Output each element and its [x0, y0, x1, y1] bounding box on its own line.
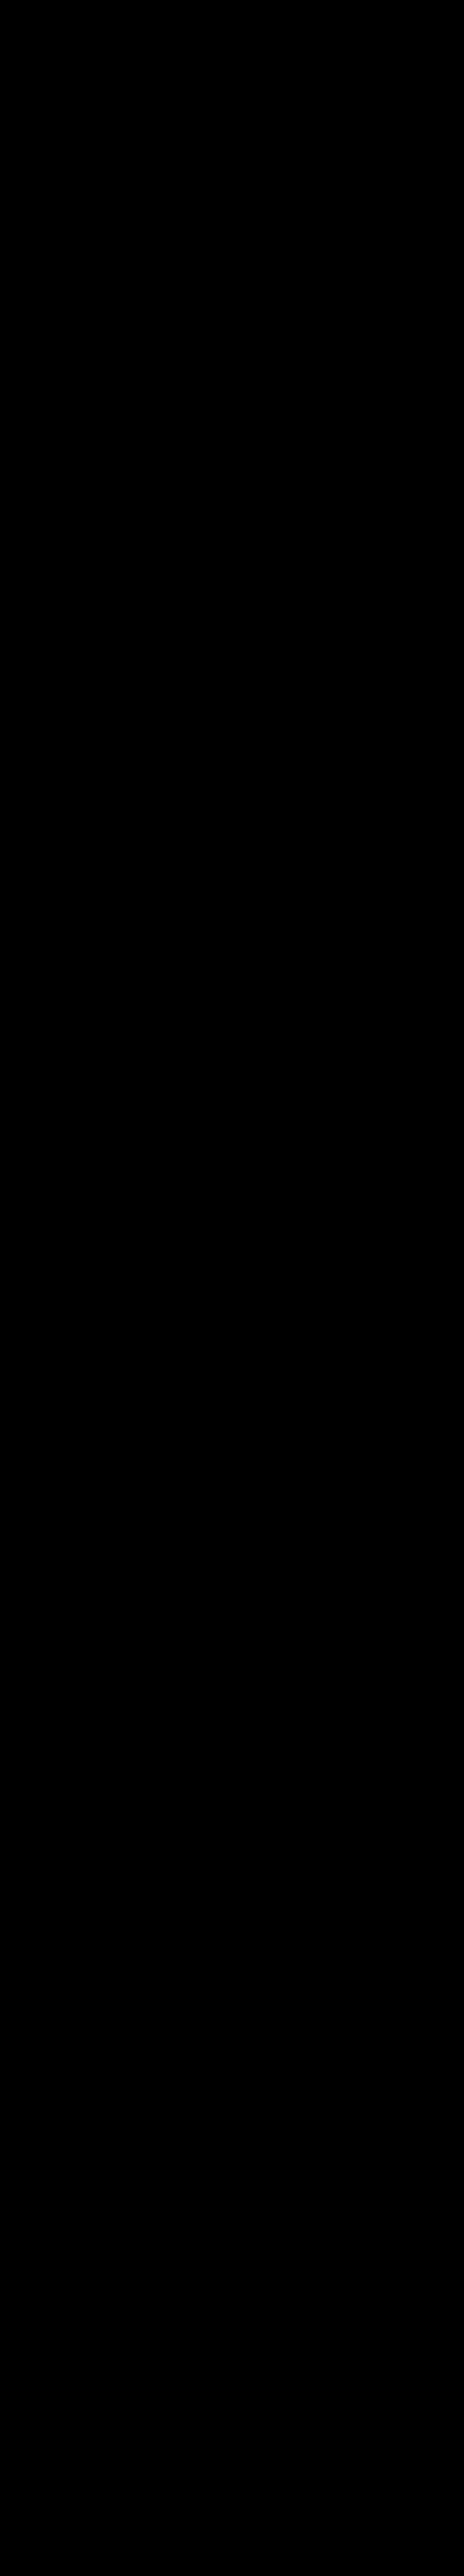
video-filmstrip: [0, 0, 464, 2576]
